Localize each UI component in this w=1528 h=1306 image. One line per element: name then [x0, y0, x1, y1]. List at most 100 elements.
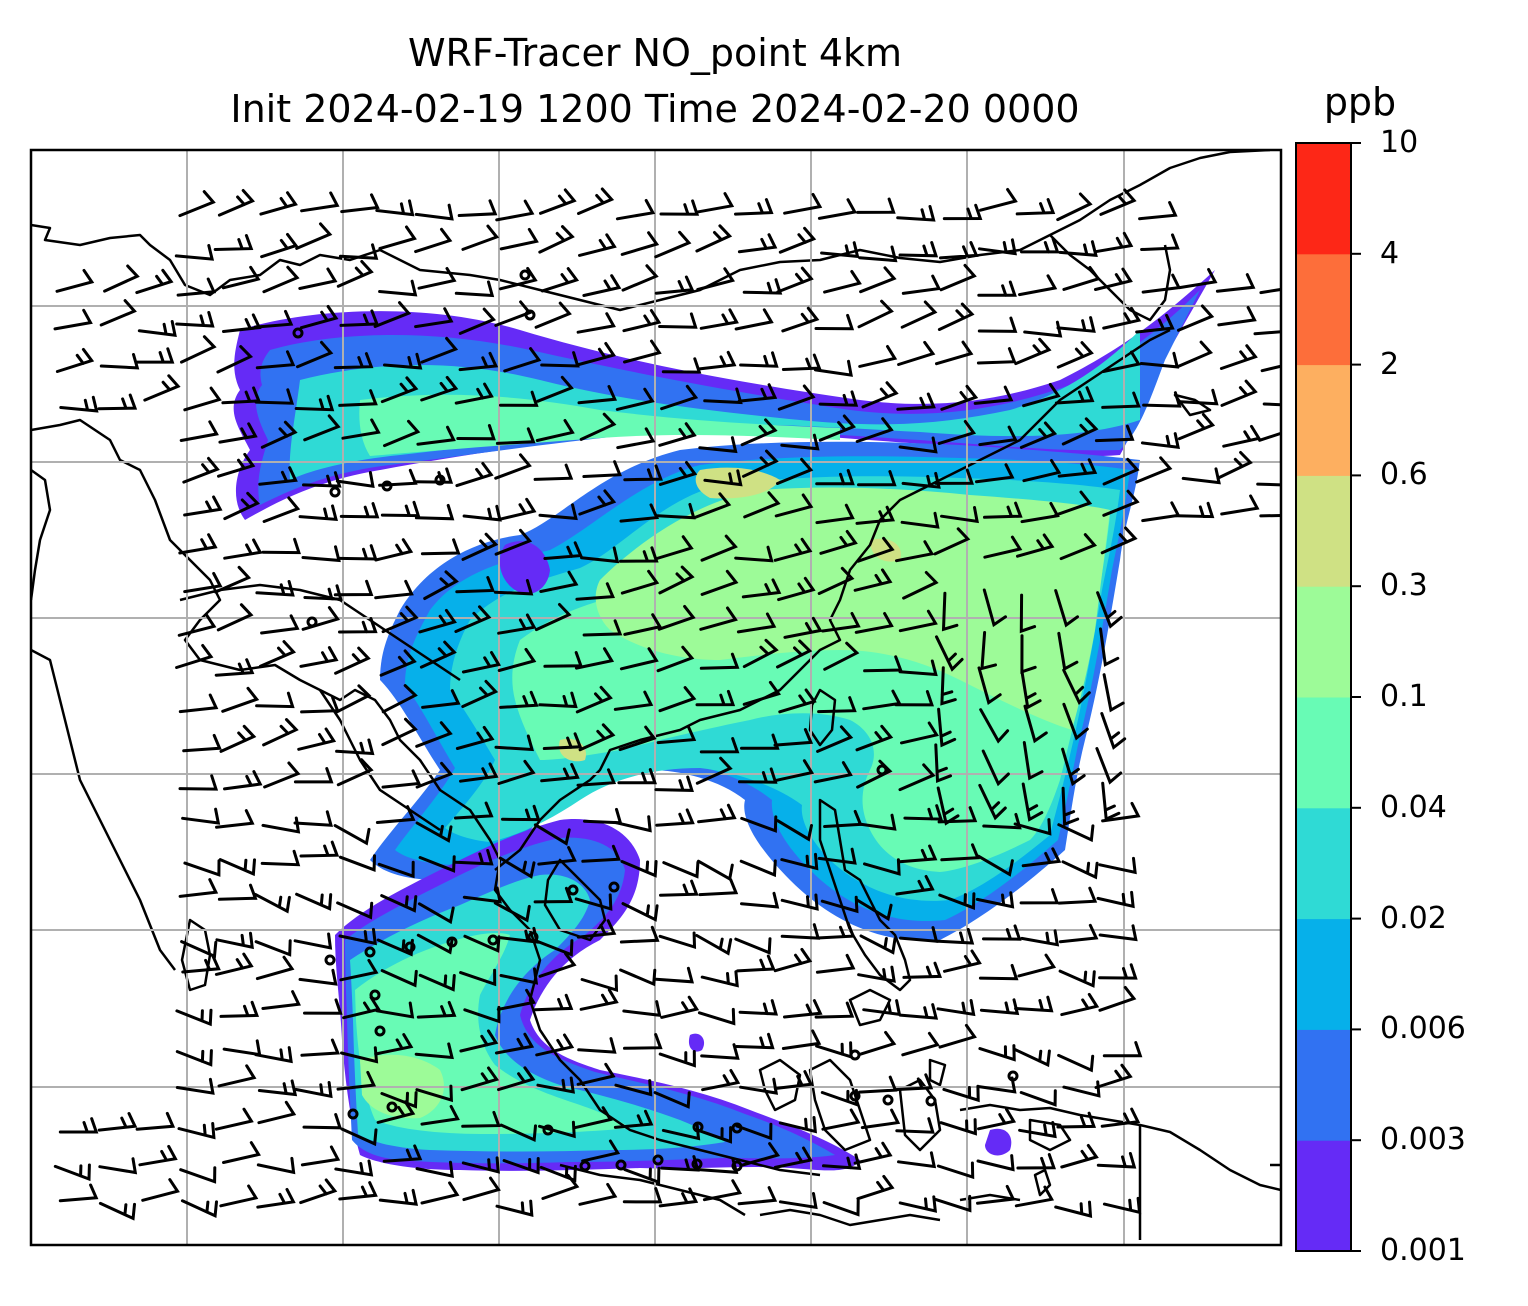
wind-barb	[178, 693, 219, 714]
wind-barb	[897, 340, 936, 366]
wind-barb	[857, 470, 897, 487]
wind-barb	[259, 191, 298, 216]
wind-barb	[263, 761, 301, 789]
wind-barb	[862, 999, 902, 1017]
wind-barb	[416, 933, 454, 955]
colorbar-tick-label: 0.3	[1380, 568, 1428, 604]
wind-barb	[339, 309, 380, 327]
wind-barb	[736, 954, 776, 973]
wind-barb	[619, 503, 660, 523]
wind-barb	[1140, 432, 1181, 450]
calm-wind-marker	[731, 1160, 743, 1172]
wind-barb	[701, 1069, 741, 1092]
wind-barb	[258, 640, 297, 668]
wind-barb	[179, 420, 219, 442]
wind-barb	[336, 901, 374, 920]
wind-barb	[700, 534, 738, 562]
wind-barb	[302, 1113, 343, 1130]
wind-barb	[898, 1003, 939, 1020]
wind-barb	[334, 1159, 374, 1177]
wind-barb	[577, 187, 615, 215]
wind-barb	[53, 1163, 91, 1182]
wind-barb	[533, 993, 574, 1012]
wind-barb	[1142, 391, 1182, 408]
wind-barb	[941, 591, 959, 632]
wind-barb	[375, 805, 416, 824]
wind-barb	[696, 267, 736, 291]
wind-barb	[378, 225, 417, 250]
wind-barb	[183, 859, 221, 877]
wind-barb	[538, 691, 578, 709]
wind-barb	[574, 893, 613, 911]
wind-barb	[295, 222, 333, 250]
wind-barb	[613, 1109, 654, 1129]
wind-barb	[1258, 431, 1281, 442]
wind-barb	[336, 260, 374, 288]
wind-barb	[978, 963, 1019, 981]
wind-barb	[461, 679, 499, 708]
wind-barb	[255, 955, 295, 981]
wind-barb	[742, 449, 779, 478]
wind-barb	[977, 854, 1014, 877]
wind-barb	[815, 921, 856, 940]
wind-barb	[855, 724, 894, 752]
wind-barb	[819, 530, 858, 555]
wind-barb	[698, 878, 739, 897]
wind-barb	[979, 998, 1020, 1016]
wind-barb	[738, 999, 779, 1016]
wind-barb	[138, 1144, 178, 1167]
wind-barb	[97, 1112, 138, 1132]
wind-barb	[738, 767, 778, 784]
wind-barb	[823, 270, 862, 294]
wind-barb	[1019, 593, 1037, 634]
wind-barb	[458, 351, 499, 372]
wind-barb	[982, 812, 1022, 830]
map-frame	[29, 148, 1283, 1247]
wind-barb	[257, 1079, 298, 1097]
wind-barb	[98, 1201, 136, 1221]
wind-barb	[1135, 313, 1175, 334]
wind-barb	[1098, 924, 1138, 942]
wind-barb	[617, 768, 658, 785]
wind-barb	[255, 350, 296, 370]
wind-barb	[577, 385, 618, 405]
wind-barb	[936, 999, 976, 1017]
calm-wind-marker	[306, 616, 318, 628]
wind-barb	[980, 631, 997, 671]
wind-barb	[695, 756, 733, 785]
wind-barb	[575, 685, 613, 714]
wind-barb	[373, 301, 412, 328]
wind-barb	[942, 1084, 980, 1103]
wind-barb	[1101, 781, 1121, 822]
wind-barb	[902, 961, 943, 979]
wind-barb	[1141, 273, 1182, 294]
wind-barb	[983, 501, 1023, 519]
wind-barb	[254, 1046, 293, 1064]
calm-wind-marker	[579, 1160, 591, 1172]
wind-barb	[415, 761, 454, 789]
wind-barb	[742, 638, 779, 669]
wind-barb	[1057, 886, 1098, 905]
wind-barb	[456, 424, 496, 441]
wind-barb	[1101, 350, 1141, 373]
wind-barb	[1014, 337, 1052, 366]
wind-barb	[901, 274, 942, 295]
wind-barb	[898, 241, 939, 258]
wind-barb	[298, 267, 338, 290]
wind-barb	[454, 280, 495, 298]
wind-barb	[898, 436, 938, 454]
wind-barb	[216, 345, 254, 374]
wind-barb	[141, 1178, 180, 1202]
wind-barb	[538, 225, 575, 254]
wind-barb	[582, 460, 622, 478]
wind-barb	[699, 652, 740, 670]
wind-barb	[855, 898, 893, 922]
wind-barb	[620, 860, 658, 878]
calm-wind-marker	[324, 954, 336, 966]
wind-barb	[900, 721, 939, 745]
wind-barb	[739, 1077, 779, 1095]
colorbar-tick-label: 0.02	[1380, 900, 1447, 936]
wind-barb	[578, 489, 617, 516]
wind-barb	[260, 849, 301, 867]
wind-barb	[261, 816, 301, 834]
